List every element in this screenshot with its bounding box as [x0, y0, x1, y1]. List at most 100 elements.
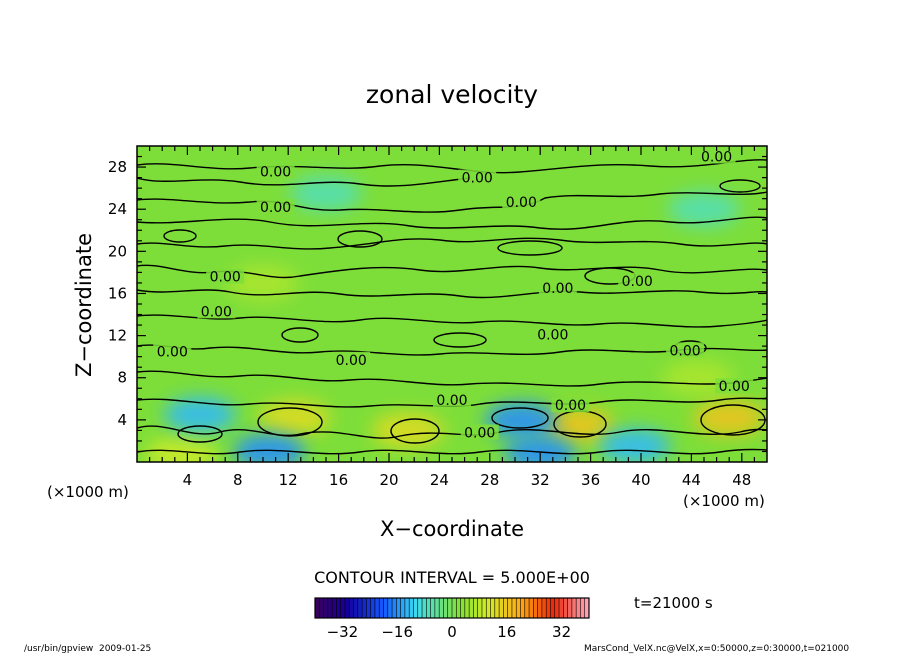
contour-label-gap — [618, 272, 657, 288]
contour-label-gap — [666, 342, 705, 358]
x-tick-label: 8 — [233, 471, 243, 489]
y-tick-label: 20 — [108, 242, 127, 260]
colorbar-swatch — [490, 598, 496, 618]
colorbar-swatch — [417, 598, 423, 618]
x-tick-label: 12 — [279, 471, 298, 489]
colorbar-swatch — [477, 598, 483, 618]
colorbar-tick-label: 0 — [447, 623, 457, 641]
contour-label-gap — [256, 163, 295, 179]
x-tick-label: 40 — [631, 471, 650, 489]
colorbar-swatch — [524, 598, 530, 618]
colorbar-swatch — [580, 598, 586, 618]
contour-label: 0.00 — [506, 195, 537, 211]
negative-velocity-region — [668, 191, 740, 228]
plot-area: 0.00 0.00 0.00 0.00 0.00 0.00 0.00 0.00 0.00 0.00… — [137, 146, 767, 462]
colorbar-swatch — [336, 598, 341, 618]
x-tick-label: 4 — [183, 471, 193, 489]
colorbar-swatch — [571, 598, 577, 618]
negative-velocity-region — [233, 433, 306, 462]
colorbar-swatch — [503, 598, 508, 618]
negative-velocity-region — [504, 435, 577, 462]
contour-loop — [497, 240, 563, 256]
colorbar-swatch — [319, 598, 324, 618]
colorbar-swatch — [323, 598, 329, 618]
colorbar-swatch — [370, 598, 376, 618]
colorbar-swatch — [464, 598, 470, 618]
colorbar-swatch — [374, 598, 380, 618]
contour-label-gap — [533, 326, 572, 342]
positive-velocity-region — [227, 264, 299, 301]
contour-label: 0.00 — [537, 328, 568, 344]
colorbar-swatch — [460, 598, 466, 618]
colorbar-swatch — [499, 598, 504, 618]
colorbar-swatch — [516, 598, 521, 618]
contour-line — [137, 397, 767, 408]
colorbar-swatch — [340, 598, 346, 618]
x-tick-label: 28 — [480, 471, 499, 489]
colorbar-swatch — [366, 598, 371, 618]
contour-loop — [390, 418, 440, 444]
contour-label: 0.00 — [201, 304, 232, 320]
colorbar-swatch — [315, 598, 320, 618]
contour-label-gap — [256, 199, 295, 215]
contour-loop — [719, 179, 761, 193]
x-tick-label: 48 — [732, 471, 751, 489]
colorbar-swatch — [452, 598, 457, 618]
colorbar-swatch — [349, 598, 354, 618]
y-tick-label: 4 — [117, 411, 127, 429]
colorbar-swatch — [434, 598, 440, 618]
contour-line — [137, 448, 767, 455]
y-axis: 4 8 12 16 20 24 28 — [108, 155, 767, 453]
contour-label: 0.00 — [701, 150, 732, 166]
colorbar-swatch — [430, 598, 436, 618]
colorbar-swatch — [357, 598, 363, 618]
contour-loop — [491, 407, 549, 429]
footer-right: MarsCond_VelX.nc@VelX,x=0:50000,z=0:3000… — [584, 644, 849, 654]
time-label: t=21000 s — [634, 594, 713, 612]
contour-interval-text: CONTOUR INTERVAL = 5.000E+00 — [314, 568, 590, 587]
colorbar-frame — [314, 597, 590, 619]
y-tick-label: 8 — [117, 369, 127, 387]
contour-label: 0.00 — [260, 200, 291, 216]
contour-label-gap — [697, 148, 736, 164]
contour-line — [137, 237, 767, 250]
x-axis-unit-left: (×1000 m) — [47, 483, 129, 501]
x-tick-label: 24 — [430, 471, 449, 489]
y-tick-label: 12 — [108, 327, 127, 345]
colorbar-swatch — [387, 598, 393, 618]
contour-line — [137, 289, 767, 299]
y-tick-label: 24 — [108, 200, 127, 218]
contour-lines — [137, 159, 767, 455]
colorbar-swatch — [392, 598, 397, 618]
contour-label: 0.00 — [462, 171, 493, 187]
colorbar-tick-label: −32 — [327, 623, 359, 641]
contour-loop — [337, 230, 383, 248]
colorbar-swatch — [383, 598, 389, 618]
contour-label: 0.00 — [719, 379, 750, 395]
colorbar-swatch — [400, 598, 406, 618]
contour-label-gap — [502, 193, 541, 209]
colorbar-swatch — [404, 598, 410, 618]
contour-line — [137, 216, 767, 230]
negative-velocity-region — [290, 175, 362, 212]
contour-label-gap — [206, 268, 245, 284]
contour-labels: 0.00 0.00 0.00 0.00 0.00 0.00 0.00 0.00 0.00 0.00… — [153, 148, 754, 442]
colorbar-swatch — [422, 598, 427, 618]
x-axis-unit-right: (×1000 m) — [683, 492, 765, 510]
colorbar-swatch — [481, 598, 487, 618]
contour-label: 0.00 — [555, 398, 586, 414]
contour-loop — [177, 425, 223, 443]
colorbar-ticks: −32 −16 0 16 32 — [327, 623, 572, 641]
colorbar-swatch — [567, 598, 573, 618]
colorbar-swatch — [584, 598, 590, 618]
negative-velocity-region — [598, 428, 671, 462]
contour-line — [137, 314, 767, 328]
contour-label: 0.00 — [210, 270, 241, 286]
y-axis-label: Z−coordinate — [72, 233, 96, 377]
contour-line — [137, 159, 767, 174]
colorbar-swatch — [533, 598, 538, 618]
colorbar — [314, 597, 590, 619]
colorbar-swatch — [439, 598, 444, 618]
colorbar-swatch — [327, 598, 333, 618]
